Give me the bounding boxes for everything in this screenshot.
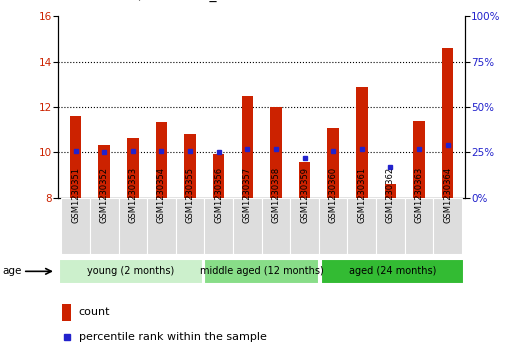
FancyBboxPatch shape [204,259,319,284]
Text: GSM1230352: GSM1230352 [100,167,109,223]
Bar [270,107,281,198]
FancyBboxPatch shape [405,198,433,254]
FancyBboxPatch shape [433,198,462,254]
FancyBboxPatch shape [118,198,147,254]
FancyBboxPatch shape [347,198,376,254]
Bar [442,48,453,198]
Text: middle aged (12 months): middle aged (12 months) [200,266,324,276]
Bar [127,138,139,198]
Text: percentile rank within the sample: percentile rank within the sample [79,332,267,342]
FancyBboxPatch shape [61,198,90,254]
Text: age: age [3,266,22,276]
FancyBboxPatch shape [204,198,233,254]
Text: aged (24 months): aged (24 months) [348,266,436,276]
Text: GSM1230358: GSM1230358 [271,167,280,223]
Text: GSM1230361: GSM1230361 [357,167,366,223]
FancyBboxPatch shape [59,259,203,284]
Bar [385,184,396,198]
Bar [213,154,225,198]
Text: GSM1230364: GSM1230364 [443,167,452,223]
Bar [242,96,253,198]
Bar [99,144,110,198]
Text: count: count [79,307,110,317]
Bar [356,87,367,198]
FancyBboxPatch shape [376,198,405,254]
FancyBboxPatch shape [176,198,204,254]
Text: GSM1230363: GSM1230363 [415,167,424,223]
Text: GDS4892 / 1421221_at: GDS4892 / 1421221_at [69,0,230,2]
FancyBboxPatch shape [90,198,118,254]
FancyBboxPatch shape [262,198,290,254]
Bar [156,122,167,198]
Bar [328,127,339,198]
Text: GSM1230351: GSM1230351 [71,167,80,223]
Text: GSM1230355: GSM1230355 [185,167,195,223]
Text: GSM1230354: GSM1230354 [157,167,166,223]
Text: GSM1230359: GSM1230359 [300,167,309,223]
Text: GSM1230353: GSM1230353 [129,167,137,223]
Text: young (2 months): young (2 months) [87,266,175,276]
FancyBboxPatch shape [319,198,347,254]
Text: GSM1230357: GSM1230357 [243,167,252,223]
FancyBboxPatch shape [321,259,464,284]
Bar [62,304,72,321]
FancyBboxPatch shape [290,198,319,254]
Bar [70,116,81,198]
Bar [414,121,425,198]
FancyBboxPatch shape [147,198,176,254]
Bar [184,134,196,198]
Text: GSM1230360: GSM1230360 [329,167,338,223]
Bar [299,162,310,198]
FancyBboxPatch shape [233,198,262,254]
Text: GSM1230356: GSM1230356 [214,167,223,223]
Text: GSM1230362: GSM1230362 [386,167,395,223]
